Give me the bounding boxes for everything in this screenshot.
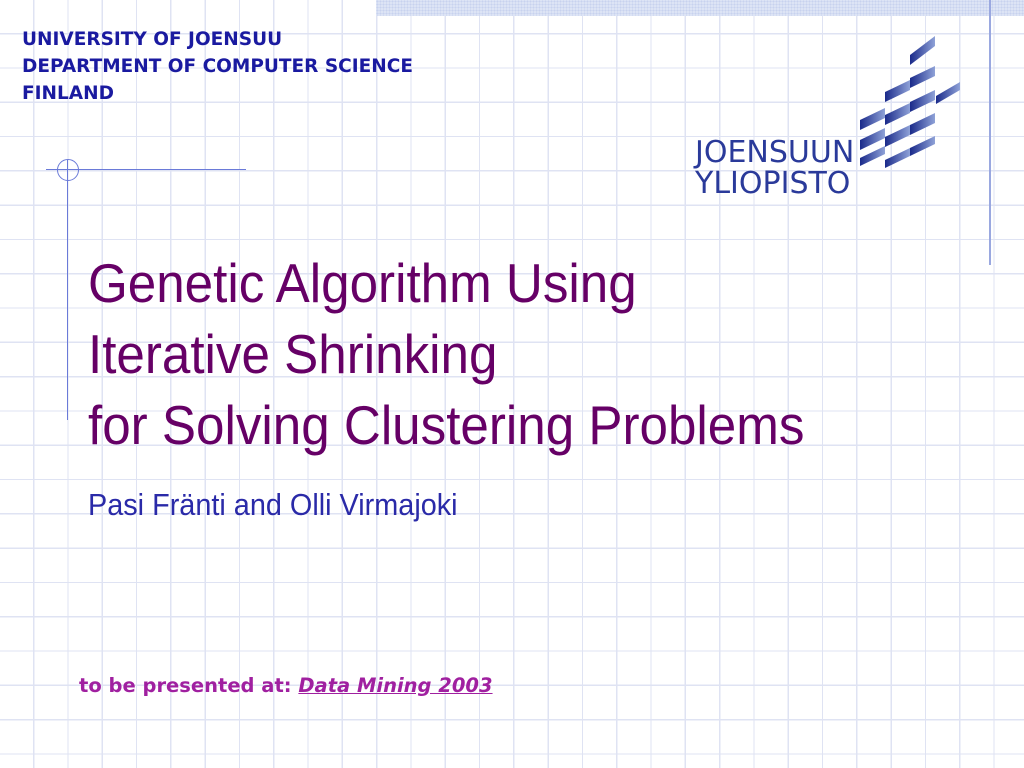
- university-logo: JOENSUUN YLIOPISTO: [693, 36, 960, 201]
- decorative-vertical-line: [989, 0, 991, 265]
- title-line: for Solving Clustering Problems: [88, 394, 805, 456]
- title-line: Iterative Shrinking: [88, 323, 498, 385]
- decorative-horizontal-line: [46, 169, 246, 170]
- presented-at-label: to be presented at:: [79, 674, 292, 697]
- authors: Pasi Fränti and Olli Virmajoki: [88, 487, 458, 522]
- conference-link[interactable]: Data Mining 2003: [298, 674, 493, 697]
- department-name: DEPARTMENT OF COMPUTER SCIENCE: [22, 56, 413, 77]
- university-name: UNIVERSITY OF JOENSUU: [22, 29, 283, 50]
- institution-header: UNIVERSITY OF JOENSUU DEPARTMENT OF COMP…: [22, 26, 413, 107]
- decorative-top-band: [376, 0, 1024, 16]
- decorative-circle-icon: [57, 159, 79, 181]
- country-name: FINLAND: [22, 83, 114, 104]
- logo-bars-icon: [860, 36, 960, 168]
- slide-title: Genetic Algorithm Using Iterative Shrink…: [88, 248, 804, 461]
- logo-text-line2: YLIOPISTO: [694, 166, 850, 201]
- title-line: Genetic Algorithm Using: [88, 252, 637, 314]
- decorative-vertical-line-left: [67, 160, 68, 420]
- presentation-note: to be presented at: Data Mining 2003: [79, 674, 493, 697]
- logo-text-line1: JOENSUUN: [693, 135, 854, 170]
